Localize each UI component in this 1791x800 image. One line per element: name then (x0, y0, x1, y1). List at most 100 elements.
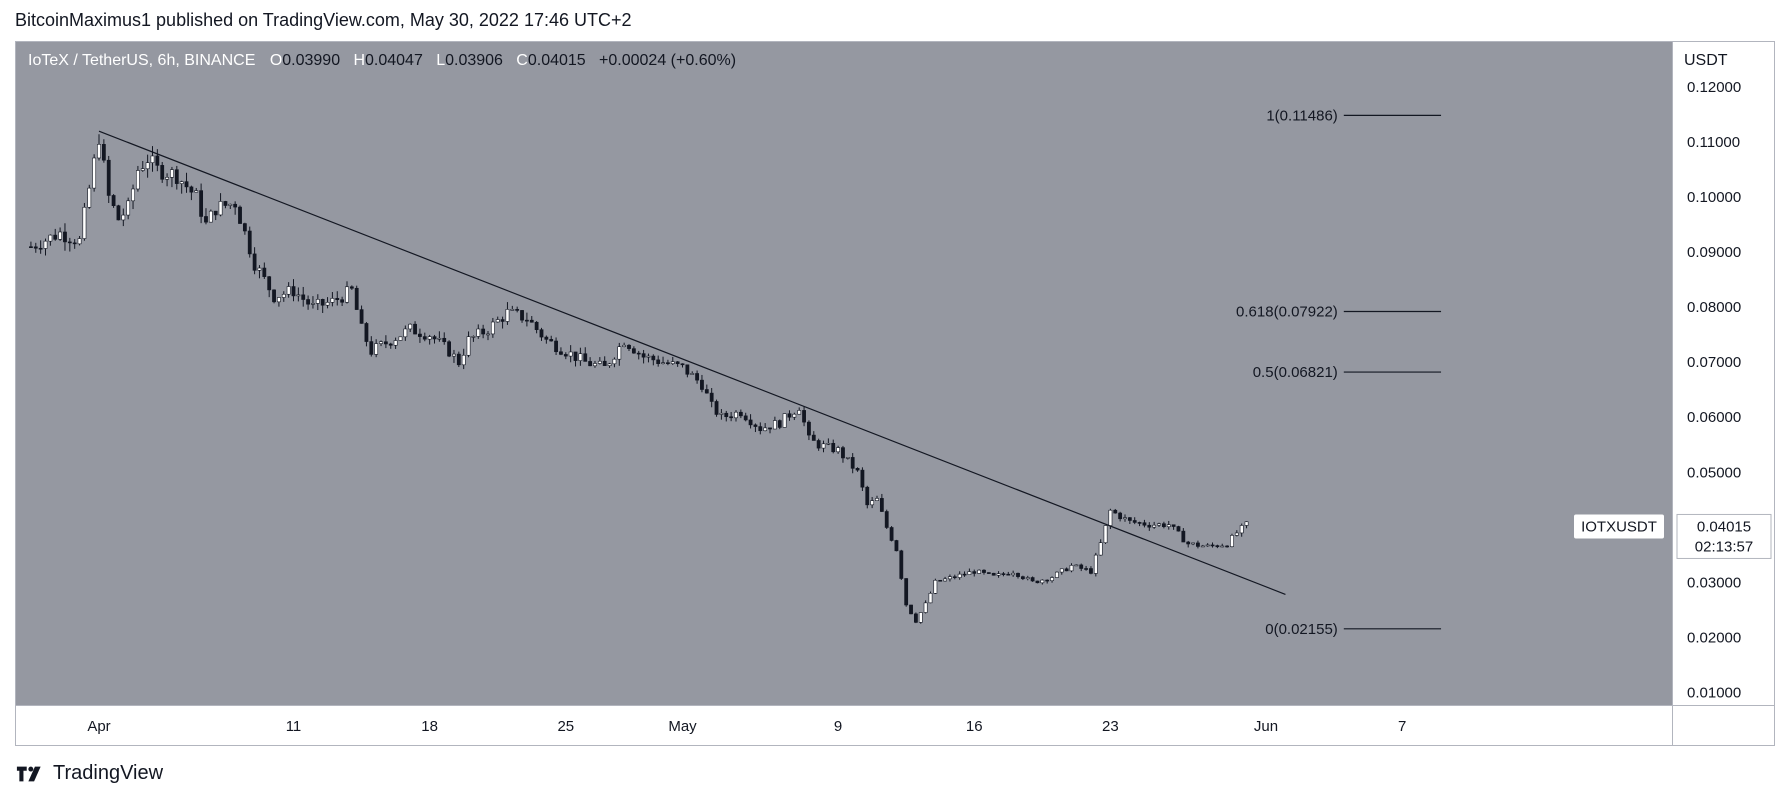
candle (170, 166, 174, 188)
candle (106, 155, 111, 203)
candle-body (894, 540, 899, 552)
candle (904, 578, 909, 607)
candle (539, 327, 544, 341)
candle (821, 440, 826, 453)
candle-body (155, 155, 160, 166)
candle-body (913, 613, 918, 623)
candle-body (1055, 571, 1059, 578)
candle (836, 445, 841, 454)
candle (583, 347, 588, 362)
high-value: 0.04047 (365, 52, 423, 69)
candle (515, 306, 520, 313)
candle-body (413, 323, 417, 335)
symbol-tag: IOTXUSDT (1574, 514, 1664, 539)
candle (986, 572, 991, 574)
candle (418, 328, 422, 343)
candle (242, 222, 247, 235)
candle-body (768, 427, 772, 430)
candle (306, 295, 310, 310)
price-tick-label: 0.06000 (1687, 409, 1741, 426)
candle-body (845, 457, 850, 459)
candle (272, 289, 276, 304)
candle (1132, 517, 1137, 525)
price-chart-svg[interactable]: 1(0.11486) 0.618(0.07922) 0.5(0.06821) 0(0.… (16, 42, 1672, 705)
fib-level-label: 0.5(0.06821) (1253, 364, 1338, 381)
candle-body (568, 351, 573, 357)
candle (349, 285, 354, 290)
candle-body (48, 234, 53, 242)
candle-body (422, 336, 427, 340)
candle (1230, 533, 1234, 548)
candle (661, 356, 665, 365)
candle (734, 410, 738, 422)
time-axis[interactable]: Apr 11 18 25 May 9 16 23 Jun 7 (16, 705, 1672, 745)
candle (524, 312, 529, 327)
candle-body (928, 593, 933, 604)
chart-frame[interactable]: 1(0.11486) 0.618(0.07922) 0.5(0.06821) 0(0.… (15, 41, 1775, 746)
candle-body (311, 303, 315, 305)
candle-body (1123, 517, 1127, 520)
candle-body (753, 424, 758, 427)
candle-body (1045, 579, 1050, 582)
candle-body (1011, 572, 1016, 576)
candle (1142, 519, 1147, 528)
candle-body (408, 323, 413, 330)
price-pane[interactable]: 1(0.11486) 0.618(0.07922) 0.5(0.06821) 0(0.… (16, 42, 1672, 705)
candle (520, 310, 524, 323)
candle-body (252, 253, 257, 271)
candle (1244, 521, 1249, 529)
candle-body (364, 323, 369, 342)
time-tick-label: Jun (1254, 718, 1278, 735)
candle (704, 384, 709, 394)
candle-body (233, 203, 238, 208)
time-tick-label: 18 (421, 718, 438, 735)
high-label: H (353, 52, 366, 69)
candle-body (909, 604, 913, 615)
candle (447, 340, 452, 358)
candle-body (437, 337, 442, 340)
candle-body (534, 321, 539, 330)
candle (1147, 522, 1152, 531)
candle (252, 247, 257, 275)
descending-trendline (98, 130, 1286, 595)
candle (933, 578, 938, 594)
candle-body (962, 573, 967, 576)
candle-body (223, 201, 228, 206)
price-axis[interactable]: 0.12000 0.11000 0.10000 0.09000 0.08000 0.070… (1672, 42, 1774, 705)
candle (136, 165, 140, 192)
candle-body (666, 362, 670, 364)
candle (690, 371, 695, 375)
candle (879, 493, 884, 512)
candle-body (213, 210, 218, 216)
candle (952, 574, 957, 580)
candle (301, 286, 306, 307)
tradingview-footer[interactable]: TradingView (15, 762, 163, 785)
candle-body (97, 144, 101, 159)
price-tick-label: 0.02000 (1687, 629, 1741, 646)
candle-body (1059, 568, 1064, 573)
candle (1016, 572, 1020, 579)
candle-body (1064, 568, 1069, 572)
candle (257, 265, 262, 279)
low-label: L (436, 52, 446, 69)
candle (345, 281, 349, 304)
candle (1176, 525, 1181, 532)
candle (913, 612, 918, 624)
candle (330, 292, 335, 307)
candle (87, 184, 92, 209)
candle (48, 234, 53, 246)
candle (126, 197, 131, 220)
candle-body (354, 287, 359, 310)
candle-body (612, 358, 617, 365)
candle-body (680, 363, 685, 366)
candle (213, 210, 218, 221)
candle-body (301, 294, 306, 300)
candle-body (1118, 512, 1123, 520)
candle (991, 572, 996, 576)
candle-body (29, 246, 33, 248)
candle-body (855, 468, 860, 471)
candle-body (631, 348, 636, 354)
candle-body (996, 573, 1001, 576)
candle-body (1225, 545, 1230, 548)
bar-countdown: 02:13:57 (1695, 538, 1753, 555)
